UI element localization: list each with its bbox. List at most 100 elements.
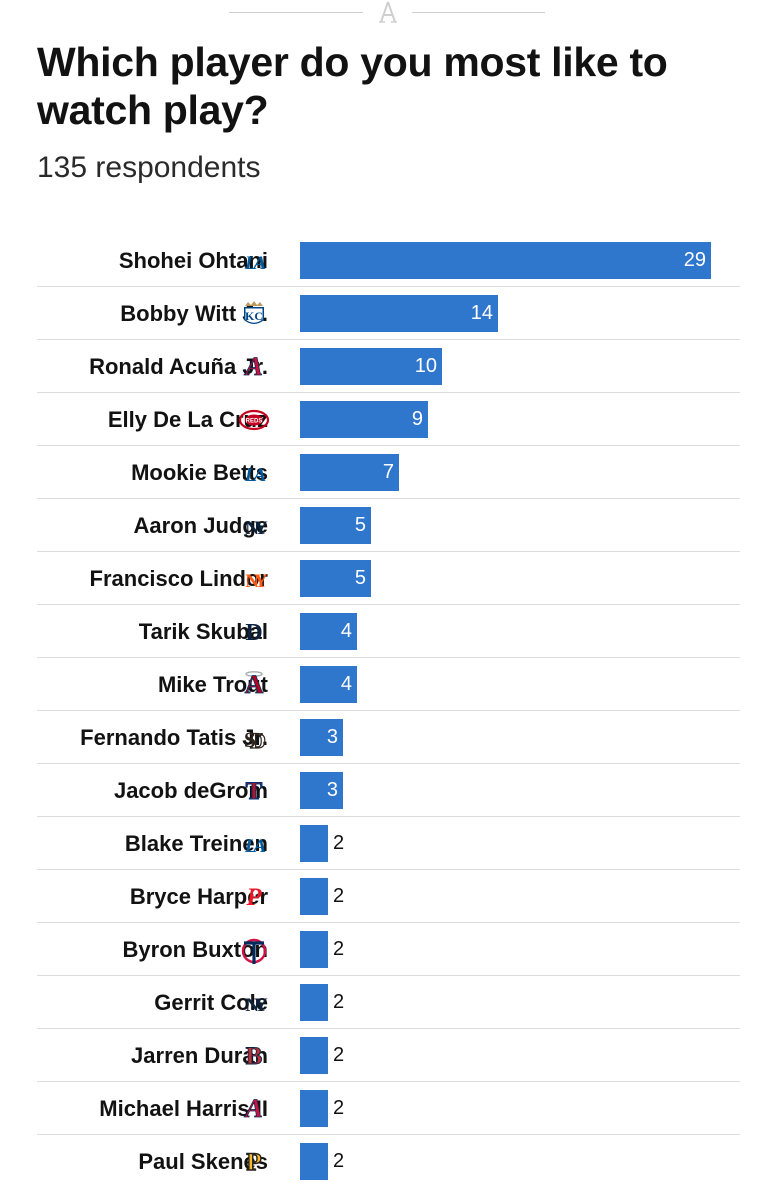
player-name: Jarren Duran xyxy=(131,1043,268,1068)
svg-text:NY: NY xyxy=(245,518,268,539)
bar xyxy=(300,401,428,438)
bar-value-label: 2 xyxy=(333,938,345,960)
chart-row: Elly De La Cruz REDS 9 xyxy=(37,393,740,446)
bar xyxy=(300,1037,328,1074)
bar xyxy=(300,1143,328,1180)
row-divider xyxy=(37,657,740,658)
player-name: Mookie Betts xyxy=(131,460,268,485)
bar-value-label: 14 xyxy=(470,302,493,324)
svg-text:A: A xyxy=(245,670,264,699)
bar xyxy=(300,825,328,862)
chart-row: Francisco Lindor NY 5 xyxy=(37,552,740,605)
top-bar xyxy=(0,0,775,28)
chart-subtitle: 135 respondents xyxy=(37,151,261,184)
player-name: Bryce Harper xyxy=(129,884,268,909)
bar xyxy=(300,560,371,597)
row-divider xyxy=(37,1028,740,1029)
bar-value-label: 2 xyxy=(333,991,345,1013)
svg-text:LA: LA xyxy=(244,465,266,486)
chart-row: Bryce Harper P 2 xyxy=(37,870,740,923)
bar-value-label: 29 xyxy=(683,249,706,271)
player-name: Ronald Acuña Jr. xyxy=(89,354,268,379)
svg-text:A: A xyxy=(243,352,262,381)
bar-value-label: 2 xyxy=(333,1097,345,1119)
bar xyxy=(300,348,442,385)
row-divider xyxy=(37,1134,740,1135)
bar xyxy=(300,295,498,332)
header-rule-left xyxy=(229,12,363,13)
bar xyxy=(300,878,328,915)
svg-text:P: P xyxy=(246,1149,261,1176)
tigers-logo-icon: D xyxy=(238,616,270,648)
svg-text:KC: KC xyxy=(245,309,263,323)
player-name: Paul Skenes xyxy=(138,1149,268,1174)
bar xyxy=(300,1090,328,1127)
bar-value-label: 2 xyxy=(333,1044,345,1066)
chart-row: Shohei Ohtani LA 29 xyxy=(37,234,740,287)
bar-value-label: 5 xyxy=(354,514,366,536)
bar-value-label: 9 xyxy=(411,408,423,430)
chart-title: Which player do you most like to watch p… xyxy=(37,39,668,133)
bar-value-label: 4 xyxy=(340,620,352,642)
row-divider xyxy=(37,869,740,870)
bar xyxy=(300,613,357,650)
svg-text:D: D xyxy=(245,620,262,646)
chart-row: Ronald Acuña Jr. A 10 xyxy=(37,340,740,393)
player-name: Tarik Skubal xyxy=(138,619,268,644)
player-name: Aaron Judge xyxy=(133,513,268,538)
svg-text:LA: LA xyxy=(244,836,266,857)
svg-text:S: S xyxy=(244,727,256,752)
bar xyxy=(300,719,343,756)
row-divider xyxy=(37,498,740,499)
player-name: Fernando Tatis Jr. xyxy=(80,725,268,750)
phillies-logo-icon: P xyxy=(238,881,270,913)
row-divider xyxy=(37,763,740,764)
bar xyxy=(300,666,357,703)
chart-row: Mike Trout A 4 xyxy=(37,658,740,711)
svg-text:LA: LA xyxy=(244,253,266,274)
player-name: Shohei Ohtani xyxy=(118,248,268,273)
braves-logo-icon: A xyxy=(238,1093,270,1125)
svg-text:T: T xyxy=(246,778,263,805)
chart-row: Blake Treinen LA 2 xyxy=(37,817,740,870)
reds-logo-icon: REDS xyxy=(238,404,270,436)
bar-value-label: 2 xyxy=(333,885,345,907)
bar xyxy=(300,772,343,809)
player-name: Elly De La Cruz xyxy=(107,407,268,432)
bar xyxy=(300,984,328,1021)
row-divider xyxy=(37,392,740,393)
bar-value-label: 7 xyxy=(382,461,394,483)
red-sox-logo-icon: B xyxy=(238,1040,270,1072)
chart-row: Tarik Skubal D 4 xyxy=(37,605,740,658)
svg-text:A: A xyxy=(243,1094,262,1123)
row-divider xyxy=(37,975,740,976)
row-divider xyxy=(37,445,740,446)
bar-value-label: 2 xyxy=(333,832,345,854)
rangers-logo-icon: T xyxy=(238,775,270,807)
row-divider xyxy=(37,604,740,605)
chart-row: Byron Buxton 2 xyxy=(37,923,740,976)
player-name: Gerrit Cole xyxy=(154,990,268,1015)
chart-row: Bobby Witt Jr. KC 14 xyxy=(37,287,740,340)
bar-value-label: 2 xyxy=(333,1150,345,1172)
row-divider xyxy=(37,551,740,552)
player-name: Jacob deGrom xyxy=(113,778,268,803)
svg-text:REDS: REDS xyxy=(246,419,263,425)
svg-text:NY: NY xyxy=(245,995,268,1016)
the-athletic-logo-icon xyxy=(379,1,397,23)
yankees-logo-icon: NY xyxy=(238,510,273,542)
dodgers-logo-icon: LA xyxy=(238,245,270,277)
chart-row: Gerrit Cole NY 2 xyxy=(37,976,740,1029)
player-name: Bobby Witt Jr. xyxy=(120,301,268,326)
bar-value-label: 5 xyxy=(354,567,366,589)
row-divider xyxy=(37,286,740,287)
chart-row: Paul Skenes P 2 xyxy=(37,1135,740,1188)
row-divider xyxy=(37,816,740,817)
mets-logo-icon: NY xyxy=(238,563,273,595)
twins-logo-icon xyxy=(238,934,270,966)
bar-value-label: 3 xyxy=(326,779,338,801)
svg-text:B: B xyxy=(246,1043,263,1070)
svg-text:D: D xyxy=(250,728,266,753)
chart-row: Mookie Betts LA 7 xyxy=(37,446,740,499)
